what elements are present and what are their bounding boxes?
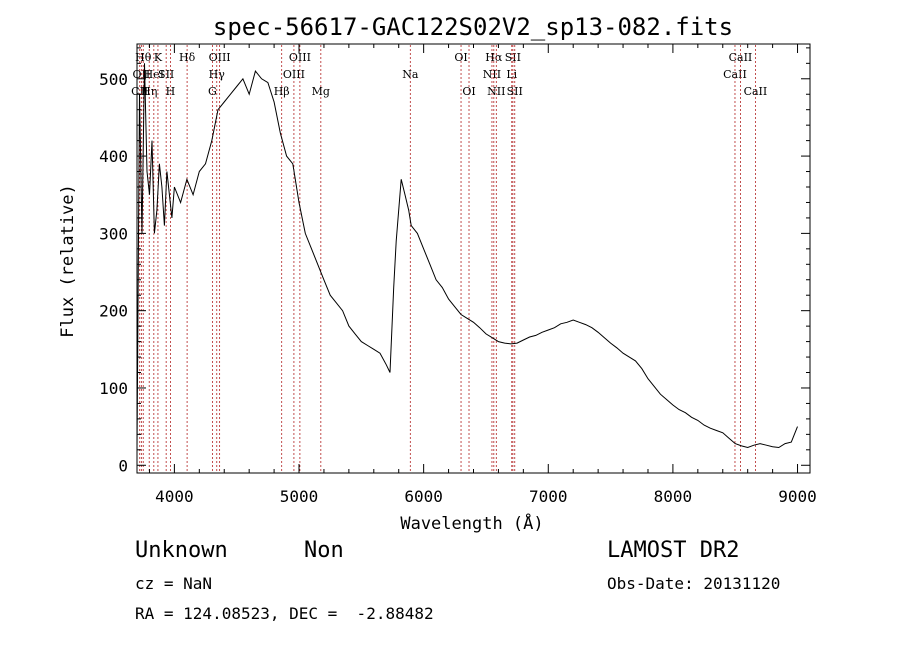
y-tick-label-2: 200 — [99, 302, 128, 321]
y-tick-label-5: 500 — [99, 70, 128, 89]
line-marker-label-7: H — [166, 85, 176, 98]
line-marker-label-25: CaII — [723, 68, 747, 81]
line-marker-label-11: OIII — [209, 51, 231, 64]
line-markers: CIIOIIHθHηHeIKSIIHHδGHγOIIIHβOIIIOIIIMgN… — [131, 45, 767, 472]
line-marker-label-5: K — [154, 51, 163, 64]
x-tick-label-2: 6000 — [404, 487, 443, 506]
line-marker-label-20: Hα — [485, 51, 503, 64]
chart-title: spec-56617-GAC122S02V2_sp13-082.fits — [213, 13, 733, 41]
x-tick-label-4: 8000 — [654, 487, 693, 506]
line-marker-label-4: HeI — [144, 68, 164, 81]
line-marker-label-15: Mg — [312, 85, 330, 98]
subclass-label: Non — [304, 538, 344, 563]
line-marker-label-16: Na — [402, 68, 419, 81]
line-marker-label-2: Hθ — [135, 51, 152, 64]
y-tick-label-4: 400 — [99, 147, 128, 166]
x-tick-label-5: 9000 — [778, 487, 817, 506]
line-marker-label-14: OIII — [289, 51, 311, 64]
y-axis-label: Flux (relative) — [58, 184, 78, 338]
line-marker-label-12: Hβ — [274, 85, 290, 98]
line-marker-label-6: SII — [158, 68, 174, 81]
ra-dec: RA = 124.08523, DEC = -2.88482 — [135, 604, 434, 623]
obs-date: Obs-Date: 20131120 — [607, 574, 781, 593]
x-axis-label: Wavelength (Å) — [400, 512, 543, 534]
line-marker-label-27: CaII — [744, 85, 768, 98]
line-marker-label-21: NII — [487, 85, 505, 98]
x-tick-label-3: 7000 — [529, 487, 568, 506]
spectrum-line — [136, 63, 798, 450]
y-tick-label-0: 0 — [118, 456, 128, 475]
line-marker-label-24: SII — [507, 85, 523, 98]
x-axis: 4000 5000 6000 7000 8000 9000 — [148, 44, 817, 506]
x-tick-label-1: 5000 — [280, 487, 319, 506]
line-marker-label-17: OI — [454, 51, 467, 64]
line-marker-label-22: Li — [506, 68, 517, 81]
line-marker-label-23: SII — [505, 51, 521, 64]
line-marker-label-9: G — [208, 85, 217, 98]
y-tick-label-1: 100 — [99, 379, 128, 398]
survey-label: LAMOST DR2 — [607, 538, 740, 563]
redshift-value: cz = NaN — [135, 574, 213, 593]
class-label: Unknown — [135, 538, 228, 563]
line-marker-label-10: Hγ — [209, 68, 226, 81]
x-tick-label-0: 4000 — [155, 487, 194, 506]
y-tick-label-3: 300 — [99, 224, 128, 243]
line-marker-label-19: NII — [483, 68, 501, 81]
line-marker-label-26: CaII — [729, 51, 753, 64]
line-marker-label-8: Hδ — [179, 51, 196, 64]
y-axis: 0 100 200 300 400 500 — [99, 47, 810, 475]
plot-frame — [136, 43, 811, 474]
line-marker-label-18: OI — [462, 85, 475, 98]
line-marker-label-13: OIII — [283, 68, 305, 81]
